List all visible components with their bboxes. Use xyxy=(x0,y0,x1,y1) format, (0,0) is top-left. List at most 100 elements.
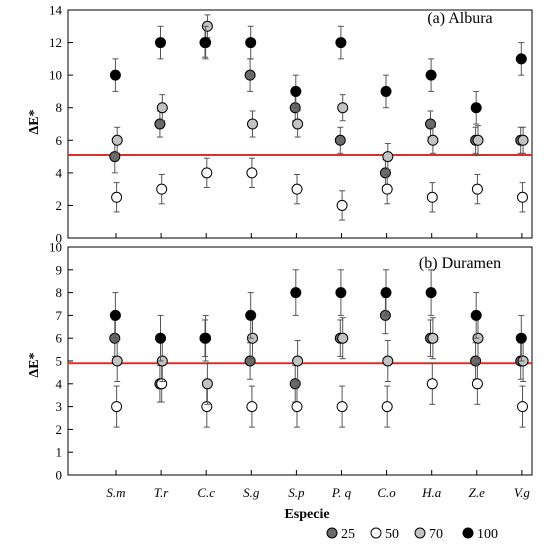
data-point xyxy=(382,355,394,367)
data-point xyxy=(381,401,393,413)
data-point xyxy=(472,134,484,146)
panel-title: (a) Albura xyxy=(427,10,492,27)
data-point xyxy=(471,183,483,195)
y-tick-label: 10 xyxy=(49,240,62,255)
series-100 xyxy=(109,269,527,362)
data-point xyxy=(517,401,528,413)
x-tick-label: S.m xyxy=(106,485,125,500)
y-tick-label: 10 xyxy=(49,68,62,83)
y-tick-label: 4 xyxy=(56,376,63,391)
data-point xyxy=(515,53,527,65)
y-tick-label: 5 xyxy=(56,354,63,369)
data-point xyxy=(291,401,303,413)
data-point xyxy=(156,378,168,390)
y-tick-label: 1 xyxy=(56,445,63,460)
data-point xyxy=(289,378,301,390)
data-point xyxy=(517,191,528,203)
data-point xyxy=(470,309,482,321)
data-point xyxy=(334,134,346,146)
x-tick-label: C.o xyxy=(377,485,396,500)
data-point xyxy=(425,287,437,299)
data-point xyxy=(292,355,304,367)
data-point xyxy=(337,102,349,114)
data-point xyxy=(111,134,123,146)
y-tick-label: 14 xyxy=(49,3,63,18)
data-point xyxy=(380,287,392,299)
data-point xyxy=(335,287,347,299)
series-100 xyxy=(109,25,527,125)
x-tick-label: P. q xyxy=(331,485,352,500)
y-tick-label: 6 xyxy=(56,331,63,346)
data-point xyxy=(200,332,212,344)
series-70 xyxy=(111,317,529,405)
y-tick-label: 0 xyxy=(56,231,63,246)
x-tick-label: S.p xyxy=(288,485,305,500)
data-point xyxy=(201,378,213,390)
data-point xyxy=(200,37,212,49)
data-point xyxy=(425,118,436,130)
data-point xyxy=(425,69,437,81)
panel-duramen: 0 1 2 3 4 5 6 7 8 9 10 S.m T.r C.c S.g S.p P. q C.o H.a Z.e… xyxy=(27,240,533,500)
data-point xyxy=(336,199,348,211)
y-tick-label: 2 xyxy=(56,422,63,437)
data-point xyxy=(290,287,302,299)
data-point xyxy=(382,151,394,163)
data-point xyxy=(244,355,256,367)
data-point xyxy=(290,85,302,97)
data-point xyxy=(111,401,123,413)
legend-label-70: 70 xyxy=(429,527,443,542)
series-25 xyxy=(109,296,527,403)
data-point xyxy=(156,102,168,114)
data-point xyxy=(381,183,393,195)
plot-frame xyxy=(67,9,533,239)
y-axis-label: ΔE* xyxy=(27,109,42,134)
y-tick-label: 0 xyxy=(56,468,63,483)
panel-albura: 0 2 4 6 8 10 12 14 ΔE* (a) Albura xyxy=(27,3,533,246)
data-point xyxy=(109,151,121,163)
data-point xyxy=(291,183,303,195)
data-point xyxy=(246,401,258,413)
data-point xyxy=(244,69,256,81)
x-tick-label: H.a xyxy=(421,485,442,500)
data-point xyxy=(245,37,257,49)
data-point xyxy=(380,85,392,97)
data-point xyxy=(471,378,483,390)
y-tick-label: 12 xyxy=(49,35,62,50)
data-point xyxy=(111,191,123,203)
data-point xyxy=(336,401,348,413)
x-tick-label: C.c xyxy=(197,485,215,500)
y-tick-label: 3 xyxy=(56,399,63,414)
y-axis-label: ΔE* xyxy=(27,352,42,377)
x-tick-label: T.r xyxy=(154,485,170,500)
legend-marker-100 xyxy=(462,527,474,539)
legend-marker-25 xyxy=(326,527,338,539)
data-point xyxy=(426,378,438,390)
data-point xyxy=(111,355,123,367)
legend-marker-50 xyxy=(370,527,382,539)
data-point xyxy=(427,332,439,344)
legend-label-50: 50 xyxy=(385,527,399,542)
data-point xyxy=(155,37,166,49)
data-point xyxy=(201,401,213,413)
x-tick-label: Z.e xyxy=(469,485,485,500)
x-axis-label: Especie xyxy=(284,507,329,522)
y-tick-label: 2 xyxy=(56,198,63,213)
legend-label-100: 100 xyxy=(477,527,498,542)
data-point xyxy=(427,134,439,146)
data-point xyxy=(470,102,482,114)
data-point xyxy=(245,309,257,321)
series-25 xyxy=(109,27,527,187)
x-tick-label: S.g xyxy=(243,485,260,500)
series-50 xyxy=(111,362,528,428)
data-point xyxy=(292,118,304,130)
data-point xyxy=(109,69,121,81)
data-point xyxy=(155,332,166,344)
y-tick-label: 8 xyxy=(56,285,63,300)
y-tick-label: 7 xyxy=(56,308,63,323)
data-point xyxy=(246,167,258,179)
data-point xyxy=(201,167,213,179)
series-70 xyxy=(111,14,529,171)
data-point xyxy=(156,183,168,195)
panel-title: (b) Duramen xyxy=(419,255,501,272)
